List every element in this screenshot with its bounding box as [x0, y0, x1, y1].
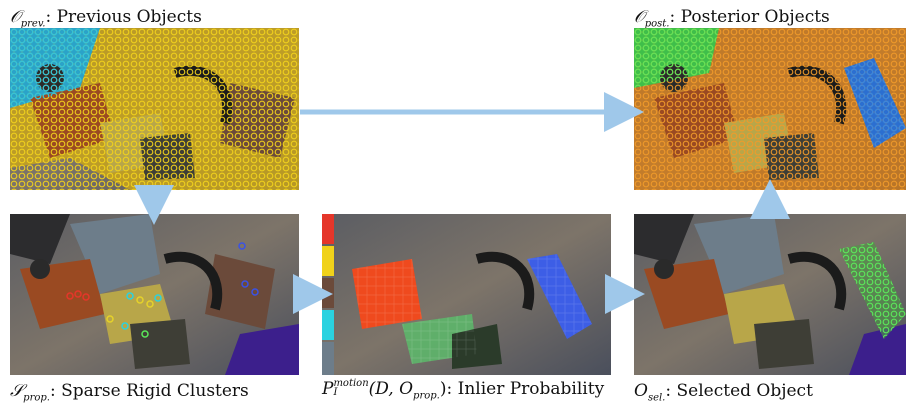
inlier-symbol: P — [322, 379, 334, 399]
panel-posterior-objects — [634, 28, 906, 190]
panel-selected-object — [634, 214, 906, 375]
scene-previous-objects — [10, 28, 299, 190]
panel-inlier-probability — [322, 214, 611, 375]
caption-posterior-objects: 𝒪post.: Posterior Objects — [634, 7, 830, 34]
scene-sparse-rigid-clusters — [10, 214, 299, 375]
inlier-label: ): Inlier Probability — [439, 379, 605, 399]
caption-selected-object: Osel.: Selected Object — [634, 381, 813, 408]
sprop-subscript: prop. — [23, 392, 50, 404]
panel-sparse-rigid-clusters — [10, 214, 299, 375]
post-subscript: post. — [644, 18, 670, 30]
scene-inlier-probability — [322, 214, 611, 375]
sel-label: : Selected Object — [665, 381, 813, 401]
inlier-args-subscript: prop. — [413, 390, 440, 402]
post-symbol: 𝒪 — [634, 7, 645, 27]
caption-previous-objects: 𝒪prev.: Previous Objects — [10, 7, 202, 34]
inlier-args: (D, O — [368, 379, 414, 399]
inlier-subscript: I — [333, 386, 338, 398]
scene-selected-object — [634, 214, 906, 375]
inlier-superscript: motion — [333, 377, 369, 389]
sprop-label: : Sparse Rigid Clusters — [49, 381, 249, 401]
prev-symbol: 𝒪 — [10, 7, 21, 27]
prev-subscript: prev. — [20, 18, 46, 30]
scene-posterior-objects — [634, 28, 906, 190]
sel-subscript: sel. — [647, 392, 666, 404]
post-label: : Posterior Objects — [669, 7, 830, 27]
prev-label: : Previous Objects — [45, 7, 202, 27]
sprop-symbol: 𝒮 — [10, 381, 24, 401]
caption-sparse-rigid-clusters: 𝒮prop.: Sparse Rigid Clusters — [10, 381, 249, 408]
sel-symbol: O — [634, 381, 648, 401]
panel-previous-objects — [10, 28, 299, 190]
